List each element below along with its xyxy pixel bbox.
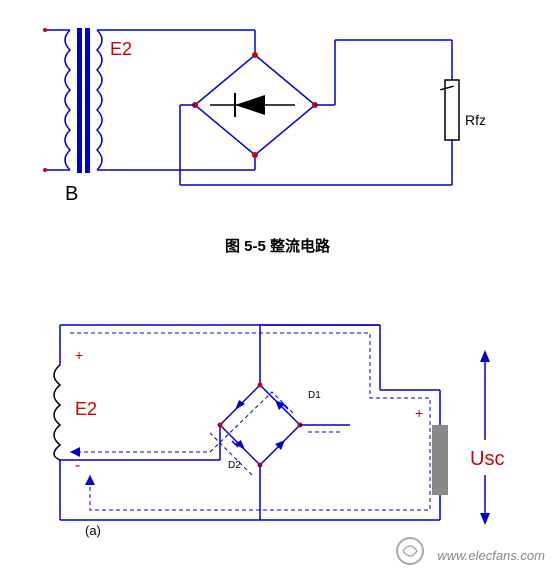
top-circuit-diagram: E2 B (35, 10, 520, 230)
diode-label-d2: D2 (228, 460, 241, 471)
usc-label: Usc (470, 448, 504, 470)
panel-label-a: (a) (85, 523, 101, 538)
load-label: Rfz (465, 112, 486, 128)
current-arrow-2 (70, 447, 80, 457)
figure-caption: 图 5-5 整流电路 (0, 235, 555, 256)
bridge-rectifier-bottom (218, 383, 303, 468)
diode-symbol (210, 93, 295, 117)
plus-sign-load: + (415, 405, 423, 421)
transformer-core-bar-1 (77, 28, 82, 173)
transformer-label-e2: E2 (110, 39, 132, 59)
e2-label: E2 (75, 399, 97, 419)
watermark-logo-icon (395, 536, 425, 566)
transformer-label-b: B (65, 183, 78, 205)
top-svg: E2 B (35, 10, 520, 230)
usc-output (480, 350, 490, 525)
transformer-primary (43, 28, 70, 172)
bottom-svg: + E2 - (40, 310, 530, 550)
current-path-dashed (70, 333, 430, 510)
watermark-text: www.elecfans.com (437, 548, 545, 563)
outer-loop (60, 325, 440, 520)
load-resistor (445, 80, 459, 140)
transformer-secondary (97, 30, 102, 170)
coil-e2 (54, 365, 60, 460)
load-block (432, 425, 448, 495)
bridge-rectifier (192, 52, 318, 158)
diode-label-d1: D1 (308, 390, 321, 401)
plus-sign-coil: + (75, 347, 83, 363)
bottom-circuit-diagram: + E2 - (40, 310, 520, 550)
transformer-core-bar-2 (85, 28, 90, 173)
current-arrow-1 (85, 475, 95, 485)
